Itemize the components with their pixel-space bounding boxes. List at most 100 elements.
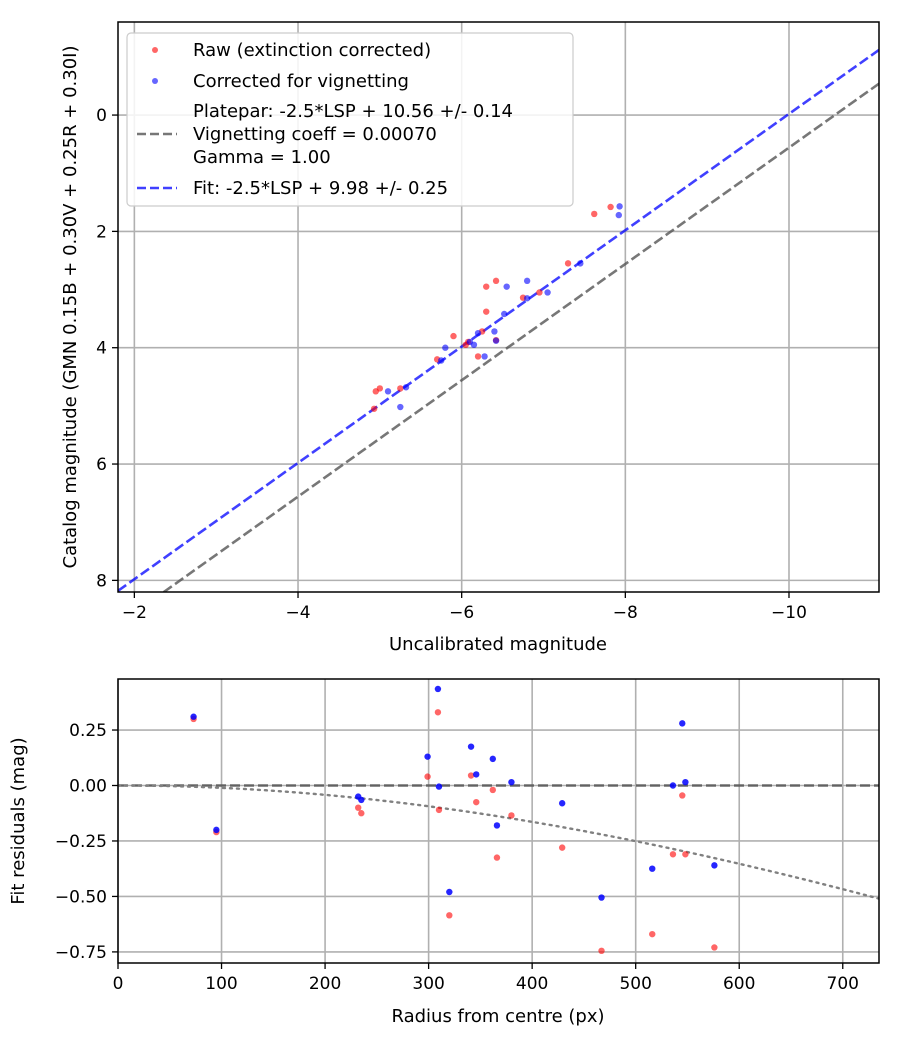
x-tick-label: −4 (285, 603, 310, 623)
legend: Raw (extinction corrected) Corrected for… (126, 32, 574, 207)
raw-point (446, 912, 453, 919)
residuals-chart: 0 100 200 300 400 500 600 700 −0.75 −0.50 −0.25 0.0… (8, 678, 880, 1027)
x-tick-label: 600 (723, 974, 755, 994)
raw-point (489, 786, 497, 794)
raw-point (558, 844, 566, 851)
raw-point (435, 806, 443, 814)
corrected-point (473, 771, 480, 778)
corrected-point (213, 826, 220, 834)
corrected-point (493, 822, 501, 829)
raw-point (483, 283, 490, 290)
x-tick-label: 300 (412, 974, 444, 994)
raw-point (473, 798, 480, 806)
y-tick-label: 0.00 (69, 777, 107, 797)
raw-point (591, 210, 598, 218)
corrected-point (616, 203, 623, 210)
x-tick-label: −10 (771, 603, 807, 623)
y-tick-label: 8 (96, 571, 107, 591)
corrected-point (402, 384, 410, 391)
raw-point (424, 773, 431, 780)
raw-point (450, 332, 457, 340)
corrected-point (669, 782, 677, 789)
corrected-point (577, 260, 584, 267)
corrected-point (384, 388, 392, 395)
corrected-point (466, 338, 474, 346)
bottom-reference-lines (118, 784, 879, 900)
corrected-point (434, 685, 442, 693)
corrected-point (442, 344, 449, 351)
corrected-point (492, 337, 500, 344)
top-fit-lines (118, 48, 879, 592)
corrected-point (711, 862, 718, 869)
corrected-point (679, 720, 686, 727)
raw-point (483, 308, 490, 315)
legend-platepar-label: Platepar: -2.5*LSP + 10.56 +/- 0.14 (193, 101, 513, 122)
y-tick-label: 2 (96, 222, 107, 242)
legend-gamma-label: Gamma = 1.00 (193, 147, 331, 168)
x-tick-label: 700 (827, 974, 859, 994)
legend-fit-label: Fit: -2.5*LSP + 9.98 +/- 0.25 (193, 178, 448, 199)
corrected-point (435, 783, 443, 790)
bottom-data-points (190, 685, 718, 954)
bottom-grid (117, 679, 879, 963)
raw-point (669, 851, 677, 858)
raw-point (508, 812, 515, 819)
x-tick-label: 400 (516, 974, 548, 994)
corrected-point (544, 289, 551, 296)
legend-raw-marker (152, 47, 158, 53)
y-tick-label: −0.25 (55, 832, 107, 852)
raw-point (355, 804, 362, 811)
top-ylabel: Catalog magnitude (GMN 0.15B + 0.30V + 0… (60, 45, 81, 568)
corrected-point (467, 743, 475, 750)
raw-point (598, 947, 605, 954)
corrected-point (682, 778, 689, 786)
raw-point (536, 289, 543, 296)
corrected-point (558, 800, 566, 807)
y-tick-label: −0.75 (55, 943, 107, 963)
corrected-point (424, 753, 431, 760)
corrected-point (358, 796, 365, 804)
raw-point (370, 405, 378, 412)
fit-line (118, 48, 879, 592)
x-tick-label: −6 (449, 603, 474, 623)
corrected-point (503, 283, 510, 290)
corrected-point (489, 755, 497, 763)
legend-raw-label: Raw (extinction corrected) (193, 40, 431, 61)
corrected-point (508, 778, 515, 786)
bottom-xlabel: Radius from centre (px) (391, 1006, 604, 1027)
corrected-point (523, 277, 531, 285)
vignetting-curve (118, 784, 879, 900)
x-tick-label: −8 (613, 603, 638, 623)
top-xlabel: Uncalibrated magnitude (389, 634, 607, 655)
top-ticks: −2 −4 −6 −8 −10 0 2 4 6 8 (96, 106, 807, 623)
x-tick-label: 500 (619, 974, 651, 994)
raw-point (372, 388, 379, 395)
y-tick-label: −0.50 (55, 887, 107, 907)
raw-point (492, 277, 500, 285)
raw-point (467, 772, 475, 779)
corrected-point (615, 211, 622, 219)
raw-point (564, 260, 572, 267)
corrected-point (523, 295, 531, 302)
legend-box (126, 32, 574, 207)
y-tick-label: 4 (96, 339, 107, 359)
x-tick-label: 100 (205, 974, 237, 994)
legend-corrected-label: Corrected for vignetting (193, 71, 409, 92)
platepar-line (161, 82, 879, 592)
corrected-point (481, 353, 488, 360)
x-tick-label: 200 (309, 974, 341, 994)
legend-corrected-marker (152, 78, 158, 84)
corrected-point (598, 894, 605, 901)
raw-point (679, 792, 686, 799)
raw-point (397, 385, 404, 392)
corrected-point (446, 888, 453, 896)
corrected-point (438, 357, 445, 364)
corrected-point (397, 403, 404, 411)
raw-point (711, 944, 718, 951)
raw-point (682, 851, 689, 858)
corrected-point (190, 713, 197, 720)
x-tick-label: 0 (113, 974, 124, 994)
raw-point (607, 203, 614, 211)
